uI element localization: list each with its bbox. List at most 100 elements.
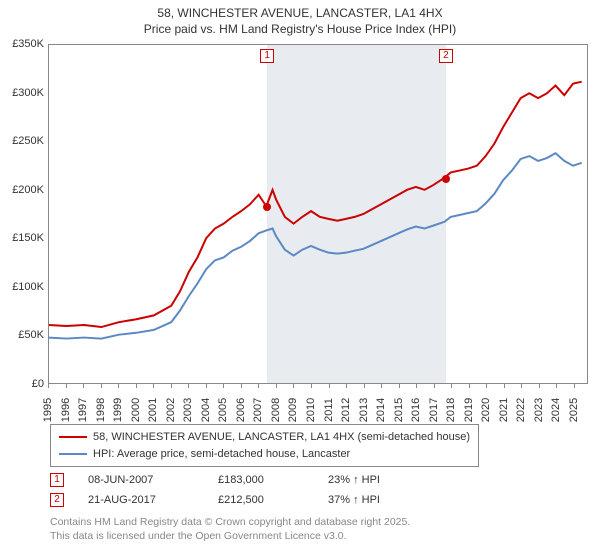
x-tick-label: 1996 [60, 398, 72, 422]
sale-price: £183,000 [218, 474, 328, 486]
footer-attribution: Contains HM Land Registry data © Crown c… [50, 516, 410, 543]
sale-dot [263, 203, 271, 211]
x-tick-label: 1999 [112, 398, 124, 422]
x-tick-label: 2021 [498, 398, 510, 422]
plot-area: 12 [48, 44, 588, 384]
x-tick-label: 2011 [323, 398, 335, 422]
x-tick [504, 384, 505, 388]
line-series [49, 45, 587, 383]
x-tick-label: 2008 [270, 398, 282, 422]
sale-dot [442, 175, 450, 183]
title-line1: 58, WINCHESTER AVENUE, LANCASTER, LA1 4H… [0, 6, 600, 22]
x-tick-label: 2003 [182, 398, 194, 422]
sale-price: £212,500 [218, 494, 328, 506]
x-tick-label: 2005 [217, 398, 229, 422]
y-tick-label: £300K [0, 87, 44, 99]
series-hpi [49, 153, 582, 338]
x-tick [346, 384, 347, 388]
sales-table: 1 08-JUN-2007£183,00023% ↑ HPI 2 21-AUG-201… [50, 470, 438, 510]
x-tick-label: 2007 [252, 398, 264, 422]
x-tick-label: 2004 [200, 398, 212, 422]
x-tick [486, 384, 487, 388]
x-tick [136, 384, 137, 388]
x-tick [276, 384, 277, 388]
y-tick-label: £350K [0, 38, 44, 50]
x-tick [188, 384, 189, 388]
legend-label: HPI: Average price, semi-detached house,… [93, 446, 350, 463]
x-tick-label: 2012 [340, 398, 352, 422]
x-tick [241, 384, 242, 388]
x-tick [171, 384, 172, 388]
x-tick [434, 384, 435, 388]
x-tick-label: 2023 [533, 398, 545, 422]
x-tick [399, 384, 400, 388]
x-tick-label: 2014 [375, 398, 387, 422]
x-tick [381, 384, 382, 388]
y-tick-label: £100K [0, 281, 44, 293]
x-tick-label: 2020 [480, 398, 492, 422]
x-tick-label: 2025 [568, 398, 580, 422]
x-tick-label: 2022 [515, 398, 527, 422]
sale-date: 08-JUN-2007 [88, 474, 218, 486]
x-tick [329, 384, 330, 388]
x-tick [118, 384, 119, 388]
x-tick [153, 384, 154, 388]
x-tick [539, 384, 540, 388]
chart-container: £0£50K£100K£150K£200K£250K£300K£350K 12 … [8, 44, 592, 414]
x-tick-label: 2000 [130, 398, 142, 422]
sale-marker: 1 [260, 49, 274, 63]
x-tick-label: 2016 [410, 398, 422, 422]
x-tick [311, 384, 312, 388]
sale-row: 2 21-AUG-2017£212,50037% ↑ HPI [50, 490, 438, 510]
x-tick [48, 384, 49, 388]
y-tick-label: £150K [0, 232, 44, 244]
sale-marker: 2 [439, 49, 453, 63]
x-tick [364, 384, 365, 388]
x-tick-label: 2024 [550, 398, 562, 422]
x-tick [521, 384, 522, 388]
x-tick-label: 1998 [95, 398, 107, 422]
x-tick [258, 384, 259, 388]
legend-row: HPI: Average price, semi-detached house,… [59, 446, 470, 463]
legend-label: 58, WINCHESTER AVENUE, LANCASTER, LA1 4H… [93, 429, 470, 446]
x-tick-label: 2006 [235, 398, 247, 422]
x-tick-label: 2010 [305, 398, 317, 422]
x-tick [416, 384, 417, 388]
sale-date: 21-AUG-2017 [88, 494, 218, 506]
x-tick [469, 384, 470, 388]
x-tick-label: 2017 [428, 398, 440, 422]
sale-delta-hpi: 37% ↑ HPI [328, 494, 438, 506]
x-tick-label: 2002 [165, 398, 177, 422]
footer-line2: This data is licensed under the Open Gov… [50, 530, 410, 544]
x-tick-label: 2009 [287, 398, 299, 422]
y-tick-label: £50K [0, 329, 44, 341]
sale-row-marker: 1 [50, 473, 64, 487]
x-tick-label: 2015 [393, 398, 405, 422]
legend: 58, WINCHESTER AVENUE, LANCASTER, LA1 4H… [50, 424, 479, 467]
x-tick-label: 2018 [445, 398, 457, 422]
legend-swatch [59, 436, 87, 438]
y-tick-label: £250K [0, 135, 44, 147]
x-tick [206, 384, 207, 388]
legend-swatch [59, 453, 87, 455]
sale-row: 1 08-JUN-2007£183,00023% ↑ HPI [50, 470, 438, 490]
x-tick [556, 384, 557, 388]
x-tick-label: 1997 [77, 398, 89, 422]
x-tick [293, 384, 294, 388]
legend-row: 58, WINCHESTER AVENUE, LANCASTER, LA1 4H… [59, 429, 470, 446]
x-tick [451, 384, 452, 388]
x-tick [101, 384, 102, 388]
x-tick-label: 1995 [42, 398, 54, 422]
chart-title: 58, WINCHESTER AVENUE, LANCASTER, LA1 4H… [0, 0, 600, 37]
x-tick-label: 2013 [358, 398, 370, 422]
sale-delta-hpi: 23% ↑ HPI [328, 474, 438, 486]
x-tick [223, 384, 224, 388]
x-tick-label: 2001 [147, 398, 159, 422]
series-price_paid [49, 82, 582, 327]
title-line2: Price paid vs. HM Land Registry's House … [0, 22, 600, 38]
sale-row-marker: 2 [50, 493, 64, 507]
y-tick-label: £200K [0, 184, 44, 196]
x-tick-label: 2019 [463, 398, 475, 422]
footer-line1: Contains HM Land Registry data © Crown c… [50, 516, 410, 530]
x-tick [66, 384, 67, 388]
